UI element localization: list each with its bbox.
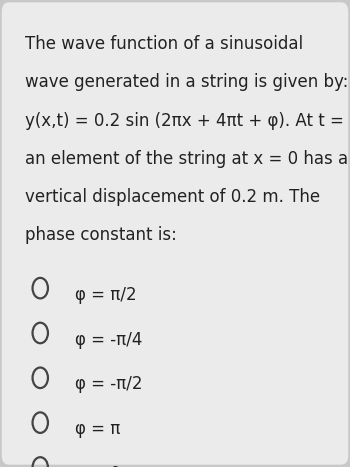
Text: φ = π/2: φ = π/2 (75, 286, 137, 304)
Text: φ = -π/4: φ = -π/4 (75, 331, 143, 349)
Text: vertical displacement of 0.2 m. The: vertical displacement of 0.2 m. The (25, 188, 320, 206)
Text: y(x,t) = 0.2 sin (2πx + 4πt + φ). At t = 0,: y(x,t) = 0.2 sin (2πx + 4πt + φ). At t =… (25, 112, 350, 130)
Text: φ = -π/2: φ = -π/2 (75, 375, 143, 394)
Text: wave generated in a string is given by:: wave generated in a string is given by: (25, 73, 348, 92)
Text: φ = 0: φ = 0 (75, 465, 121, 467)
Text: φ = π: φ = π (75, 420, 121, 439)
Text: phase constant is:: phase constant is: (25, 226, 176, 245)
Text: an element of the string at x = 0 has a: an element of the string at x = 0 has a (25, 150, 348, 168)
Text: The wave function of a sinusoidal: The wave function of a sinusoidal (25, 35, 303, 53)
